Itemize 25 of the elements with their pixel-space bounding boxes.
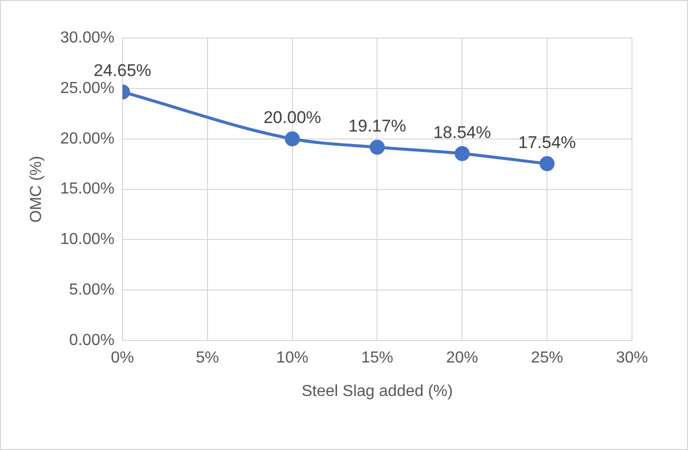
data-label: 17.54% bbox=[518, 132, 576, 152]
x-tick-label: 20% bbox=[446, 350, 478, 367]
y-tick-label: 10.00% bbox=[60, 231, 114, 248]
x-tick-label: 0% bbox=[110, 350, 134, 367]
y-tick-label: 15.00% bbox=[60, 180, 114, 198]
data-label: 24.65% bbox=[94, 61, 152, 80]
data-label: 18.54% bbox=[433, 122, 491, 142]
y-tick-label: 30.00% bbox=[60, 29, 114, 46]
x-tick-label: 30% bbox=[616, 350, 648, 367]
point bbox=[370, 140, 385, 155]
x-tick-label: 25% bbox=[531, 350, 564, 367]
x-axis-title: Steel Slag added (%) bbox=[302, 382, 453, 400]
point bbox=[454, 146, 470, 162]
y-tick-label: 5.00% bbox=[69, 282, 114, 299]
y-tick-label: 25.00% bbox=[60, 80, 114, 97]
y-tick-label: 20.00% bbox=[60, 130, 114, 148]
point bbox=[284, 131, 300, 146]
data-label: 19.17% bbox=[348, 116, 406, 136]
x-tick-label: 15% bbox=[361, 350, 394, 367]
y-axis-title: OMC (%) bbox=[28, 156, 46, 223]
point bbox=[540, 156, 555, 172]
x-tick-label: 5% bbox=[196, 350, 219, 367]
x-tick-label: 10% bbox=[276, 350, 308, 367]
data-label: 20.00% bbox=[263, 108, 322, 128]
y-tick-label: 0.00% bbox=[69, 332, 114, 350]
